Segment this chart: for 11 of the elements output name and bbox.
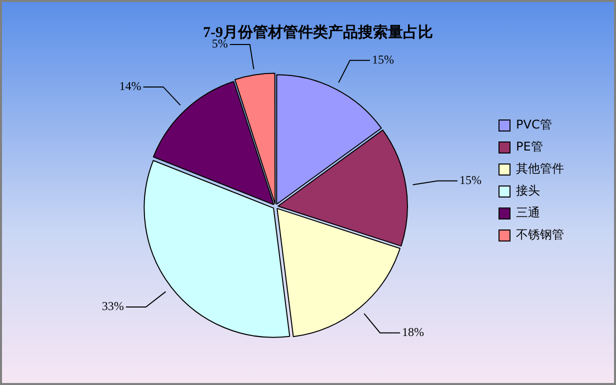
data-label: 14%: [119, 79, 142, 94]
data-label: 33%: [102, 299, 124, 314]
legend-label: 接头: [516, 184, 540, 198]
data-label: 15%: [372, 52, 394, 67]
legend-label: PVC管: [516, 118, 552, 132]
legend-label: 三通: [516, 206, 540, 220]
data-label: 15%: [459, 173, 482, 187]
legend-label: 其他管件: [516, 162, 564, 176]
legend-label: 不锈钢管: [516, 228, 564, 242]
legend-label: PE管: [516, 140, 543, 154]
data-label: 18%: [402, 325, 424, 340]
